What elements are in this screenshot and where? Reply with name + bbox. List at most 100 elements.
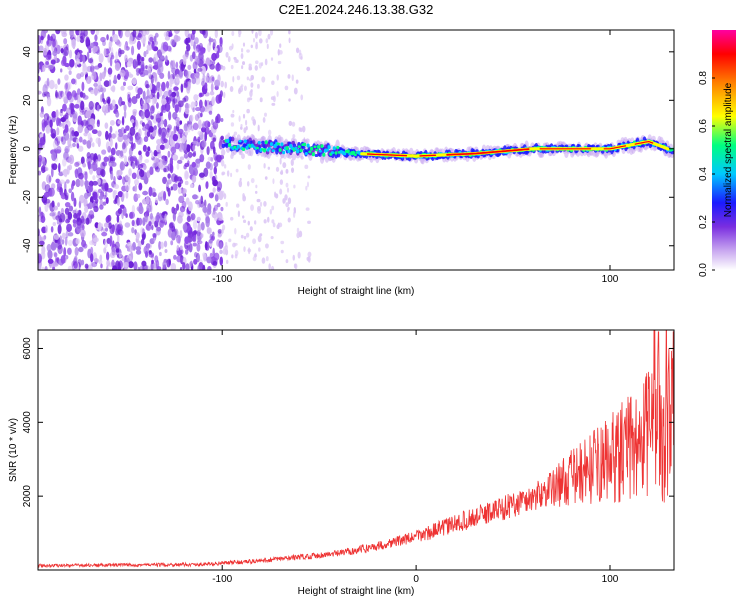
noise-speckle	[129, 211, 135, 219]
noise-speckle	[145, 195, 150, 205]
noise-speckle	[306, 66, 311, 72]
noise-speckle	[265, 38, 269, 44]
noise-speckle	[60, 207, 65, 215]
ridge-band	[230, 136, 235, 142]
noise-speckle	[64, 236, 68, 246]
noise-speckle	[85, 217, 90, 225]
noise-speckle	[159, 144, 165, 150]
noise-speckle	[115, 260, 120, 270]
noise-speckle	[100, 87, 107, 93]
noise-speckle	[178, 195, 185, 204]
ridge-core	[264, 140, 268, 145]
noise-speckle	[106, 34, 109, 41]
noise-speckle	[199, 57, 205, 65]
noise-speckle	[61, 31, 68, 38]
noise-speckle	[154, 32, 159, 38]
noise-speckle	[288, 98, 291, 102]
noise-speckle	[60, 68, 63, 73]
noise-speckle	[76, 93, 81, 103]
noise-speckle	[149, 83, 153, 91]
noise-speckle	[145, 49, 149, 55]
noise-speckle	[140, 64, 145, 72]
noise-speckle	[222, 65, 226, 71]
noise-speckle	[98, 195, 104, 200]
noise-speckle	[137, 32, 142, 38]
noise-speckle	[154, 255, 159, 263]
noise-speckle	[118, 252, 122, 258]
noise-speckle	[124, 30, 131, 38]
ridge-core	[297, 145, 301, 148]
x-tick-label: 100	[602, 274, 619, 285]
noise-speckle	[57, 202, 60, 208]
noise-speckle	[184, 107, 190, 115]
noise-speckle	[282, 162, 287, 169]
noise-speckle	[103, 69, 107, 78]
noise-speckle	[184, 236, 190, 245]
colorbar-tick-label: 0.6	[698, 119, 709, 133]
noise-speckle	[121, 116, 125, 126]
noise-speckle	[117, 73, 121, 80]
noise-speckle	[208, 192, 214, 199]
noise-speckle	[207, 42, 211, 53]
noise-speckle	[167, 163, 173, 172]
noise-speckle	[306, 181, 310, 188]
noise-speckle	[62, 169, 68, 175]
noise-speckle	[202, 252, 206, 258]
noise-speckle	[38, 206, 42, 215]
noise-speckle	[117, 128, 123, 134]
noise-speckle	[206, 146, 210, 156]
noise-speckle	[146, 44, 153, 51]
noise-speckle	[238, 180, 243, 188]
noise-speckle	[287, 197, 292, 205]
noise-speckle	[136, 53, 141, 62]
y-tick-label: 4000	[22, 411, 33, 434]
noise-speckle	[77, 51, 80, 59]
noise-speckle	[175, 61, 179, 69]
noise-speckle	[222, 224, 226, 231]
noise-speckle	[51, 111, 57, 118]
noise-speckle	[181, 187, 186, 198]
noise-speckle	[246, 49, 250, 53]
noise-speckle	[41, 266, 45, 270]
noise-speckle	[108, 222, 112, 230]
noise-speckle	[213, 161, 219, 168]
noise-speckle	[300, 94, 304, 101]
noise-speckle	[140, 111, 145, 120]
noise-speckle	[51, 133, 56, 139]
noise-speckle	[259, 201, 263, 207]
noise-speckle	[110, 147, 116, 156]
noise-speckle	[44, 115, 48, 121]
noise-speckle	[177, 187, 182, 195]
noise-speckle	[260, 62, 264, 67]
noise-speckle	[192, 122, 199, 131]
noise-speckle	[40, 211, 44, 219]
noise-speckle	[208, 110, 213, 115]
ridge-core	[330, 151, 335, 155]
noise-speckle	[83, 132, 88, 137]
noise-speckle	[200, 65, 206, 75]
colorbar-tick-label: 0.0	[698, 263, 709, 277]
noise-speckle	[257, 235, 262, 243]
noise-speckle	[105, 216, 110, 224]
noise-speckle	[38, 75, 41, 83]
noise-speckle	[255, 44, 258, 50]
noise-speckle	[270, 236, 274, 240]
noise-speckle	[74, 168, 79, 179]
noise-speckle	[109, 251, 116, 259]
colorbar-gradient	[712, 30, 736, 270]
noise-speckle	[90, 214, 95, 219]
noise-speckle	[214, 47, 218, 52]
noise-speckle	[191, 77, 197, 85]
noise-speckle	[268, 263, 271, 270]
ridge-core	[296, 149, 300, 154]
plot-frame	[37, 329, 675, 571]
noise-speckle	[189, 114, 194, 122]
noise-speckle	[44, 167, 49, 172]
noise-speckle	[187, 64, 192, 71]
noise-speckle	[270, 96, 275, 101]
noise-speckle	[257, 208, 262, 214]
noise-speckle	[185, 197, 190, 205]
noise-speckle	[113, 184, 120, 190]
noise-speckle	[149, 166, 154, 175]
noise-speckle	[107, 53, 111, 64]
